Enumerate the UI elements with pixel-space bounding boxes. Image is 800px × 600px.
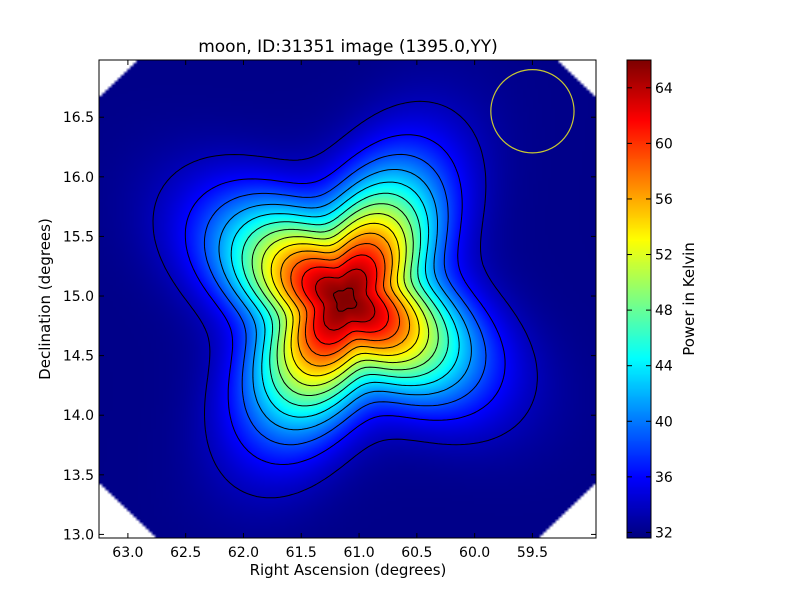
y-tick-label: 13.5 xyxy=(63,468,94,484)
contour-line-5 xyxy=(230,181,460,418)
heatmap-image xyxy=(99,60,596,538)
contour-line-9 xyxy=(270,222,420,377)
x-tick-label: 62.0 xyxy=(228,545,259,561)
contour-line-7 xyxy=(251,203,439,396)
colorbar: 32 36 40 44 48 52 56 60 64 Power in Kelvin xyxy=(626,59,698,541)
colorbar-tick-label: 52 xyxy=(655,248,673,264)
colorbar-tick-label: 40 xyxy=(655,414,673,430)
contour-line-11 xyxy=(290,243,401,357)
contour-line-4 xyxy=(218,169,472,431)
colorbar-tick-label: 60 xyxy=(655,136,673,152)
colorbar-tick-label: 32 xyxy=(655,525,673,541)
x-tick-label: 61.5 xyxy=(286,545,317,561)
colorbar-tick-label: 44 xyxy=(655,359,673,375)
y-axis-label: Declination (degrees) xyxy=(36,218,54,380)
plot-frame xyxy=(98,59,597,539)
y-tick-label: 15.5 xyxy=(63,229,94,245)
y-tick-label: 14.0 xyxy=(63,408,94,424)
contour-line-13 xyxy=(315,268,376,331)
contour-line-10 xyxy=(280,232,411,367)
y-tick-label: 14.5 xyxy=(63,349,94,365)
x-axis-label: Right Ascension (degrees) xyxy=(250,561,447,579)
x-tick-label: 61.0 xyxy=(343,545,374,561)
contour-line-6 xyxy=(241,192,449,407)
colorbar-tick-label: 36 xyxy=(655,470,673,486)
x-tick-label: 60.5 xyxy=(401,545,432,561)
x-tick-label: 60.0 xyxy=(459,545,490,561)
contour-lines xyxy=(152,100,538,499)
contour-line-12 xyxy=(301,254,389,345)
y-tick-label: 16.0 xyxy=(63,170,94,186)
x-tick-label: 59.5 xyxy=(517,545,548,561)
contour-line-8 xyxy=(261,213,430,387)
contour-line-14 xyxy=(332,287,358,312)
colorbar-tick-label: 48 xyxy=(655,303,673,319)
chart-title: moon, ID:31351 image (1395.0,YY) xyxy=(198,37,498,57)
x-axis: 63.0 62.5 62.0 61.5 61.0 60.5 60.0 59.5 xyxy=(112,60,548,561)
colorbar-tick-label: 64 xyxy=(655,81,673,97)
y-axis: 13.0 13.5 14.0 14.5 15.0 15.5 16.0 16.5 xyxy=(63,110,596,543)
y-tick-label: 15.0 xyxy=(63,289,94,305)
heatmap-plot-area xyxy=(98,59,597,539)
x-tick-label: 62.5 xyxy=(170,545,201,561)
contour-line-1 xyxy=(152,100,538,499)
colorbar-gradient xyxy=(627,60,651,538)
colorbar-frame xyxy=(626,59,652,539)
contour-line-2 xyxy=(184,134,506,465)
x-tick-label: 63.0 xyxy=(112,545,143,561)
colorbar-tick-label: 56 xyxy=(655,192,673,208)
contour-line-3 xyxy=(203,153,487,446)
colorbar-label: Power in Kelvin xyxy=(680,242,698,356)
beam-circle xyxy=(490,69,575,154)
y-tick-label: 13.0 xyxy=(63,527,94,543)
y-tick-label: 16.5 xyxy=(63,110,94,126)
colorbar-ticks: 32 36 40 44 48 52 56 60 64 xyxy=(627,81,673,541)
